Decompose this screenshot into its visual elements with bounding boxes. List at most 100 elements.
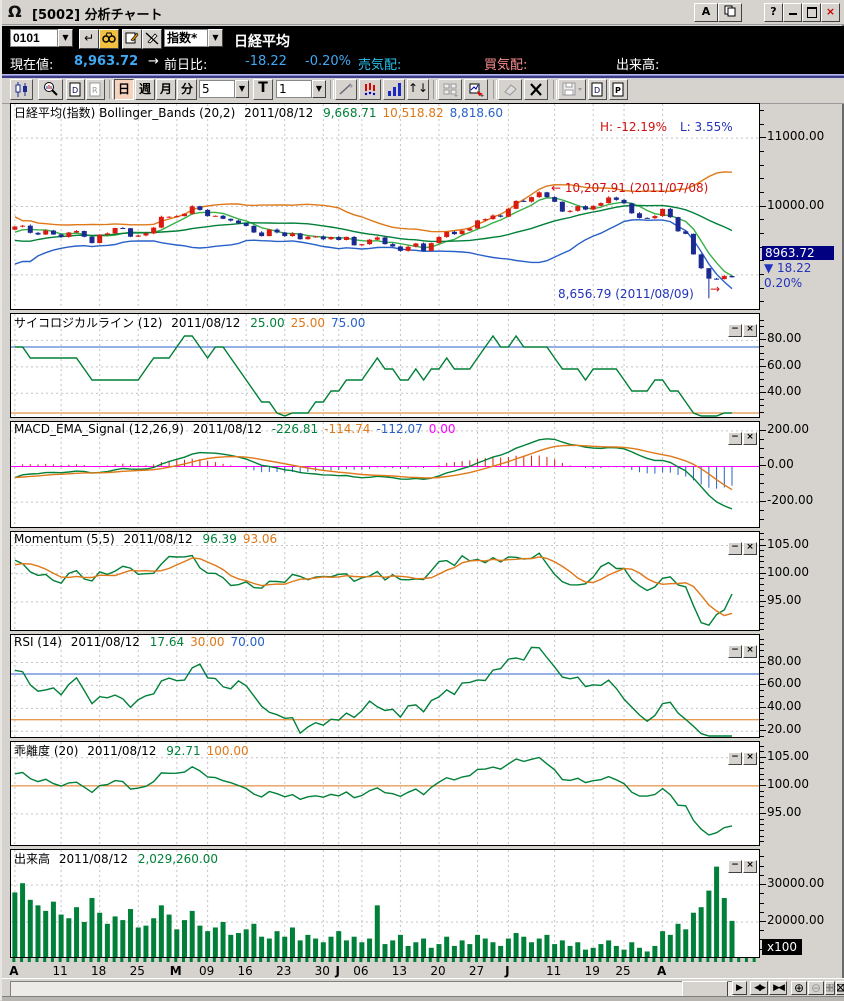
pane-plot-area[interactable] [11, 104, 759, 309]
save-button[interactable] [558, 79, 586, 100]
pane-momentum[interactable]: Momentum (5,5) 2011/08/12 96.39 93.06 − × [10, 531, 760, 631]
zoom-in-button[interactable]: ⊕ [791, 981, 807, 995]
scrollbar-thumb[interactable] [682, 981, 728, 997]
time-axis-label: 11 [546, 964, 562, 978]
trendline-button[interactable] [335, 79, 357, 100]
scroll-right-button[interactable]: ▶ [732, 981, 747, 995]
axis-minor-tick [760, 483, 764, 485]
pane-close-button[interactable]: × [743, 860, 757, 873]
delete-all-button[interactable] [524, 79, 548, 100]
pane-title: 出来高 [14, 852, 51, 866]
time-axis-label: A [9, 964, 19, 978]
red-bars-button[interactable] [359, 79, 381, 100]
pane-minimize-button[interactable]: − [728, 432, 742, 445]
pane-close-button[interactable]: × [743, 432, 757, 445]
period-minute-button[interactable]: 分 [177, 79, 197, 100]
pane-close-button[interactable]: × [743, 542, 757, 555]
zoom-out-button[interactable]: ⊖ [808, 981, 824, 995]
updown-button[interactable]: ↑↓ [407, 79, 429, 100]
pane-plot-area[interactable] [11, 742, 759, 845]
edit-button[interactable] [122, 29, 142, 49]
change-label: 前日比: [164, 58, 208, 73]
count-select[interactable]: 1 [276, 80, 312, 98]
pane-minimize-button[interactable]: − [728, 645, 742, 658]
expand-bars-button[interactable]: ◀▶ [750, 981, 768, 995]
pane-minimize-button[interactable]: − [728, 542, 742, 555]
help-button[interactable]: ? [764, 3, 783, 22]
candle-chart-button[interactable] [10, 79, 33, 100]
indicator-value: -114.74 [324, 422, 371, 436]
pane-close-button[interactable]: × [743, 645, 757, 658]
axis-minor-tick [760, 655, 764, 657]
axis-minor-tick [760, 191, 764, 193]
eraser-button[interactable] [498, 79, 522, 100]
axis-minor-tick [760, 612, 764, 614]
axis-minor-tick [760, 874, 764, 876]
svg-text:R: R [92, 86, 98, 95]
axis-label: 105.00 [767, 536, 809, 551]
category-select[interactable]: 指数* [164, 29, 208, 47]
draw-off-button[interactable] [142, 29, 162, 49]
page-copy-d-button[interactable]: D [588, 79, 607, 100]
symbol-dropdown-button[interactable]: ▼ [58, 29, 73, 47]
interval-dropdown-button[interactable]: ▼ [235, 80, 249, 98]
enter-button[interactable]: ↵ [79, 29, 99, 49]
close-panel-button[interactable] [836, 981, 844, 995]
pane-date: 2011/08/12 [70, 635, 140, 649]
search-button[interactable] [99, 29, 119, 49]
pane-plot-area[interactable] [11, 314, 759, 417]
pane-plot-area[interactable] [11, 422, 759, 527]
copy-window-button[interactable] [718, 3, 742, 22]
pane-close-button[interactable]: × [743, 752, 757, 765]
period-week-button[interactable]: 週 [135, 79, 155, 100]
pane-macd[interactable]: MACD_EMA_Signal (12,26,9) 2011/08/12 -22… [10, 421, 760, 528]
indicator-value: -112.07 [376, 422, 423, 436]
price-axis: 11000.00 10000.00 80.00 60.00 40.00 200.00 0.0… [760, 0, 844, 978]
axis-minor-tick [760, 178, 764, 180]
blue-bars-button[interactable] [383, 79, 405, 100]
toolbar: D R 日 週 月 分 5 ▼ T 1 ▼ ↑↓ D P [2, 78, 844, 104]
pane-plot-area[interactable] [11, 850, 759, 957]
axis-label: 100.00 [767, 776, 809, 791]
pane-psychological[interactable]: サイコロジカルライン (12) 2011/08/12 25.00 25.00 75.… [10, 313, 760, 418]
font-button[interactable]: A [694, 3, 718, 22]
grid-view-button[interactable] [825, 981, 835, 995]
scrollbar-track[interactable] [10, 981, 734, 997]
svg-text:P: P [615, 86, 621, 95]
pane-plot-area[interactable] [11, 532, 759, 630]
page-print-button[interactable]: P [609, 79, 628, 100]
pane-volume[interactable]: 出来高 2011/08/12 2,029,260.00 − × [10, 849, 760, 958]
grid-layout-button[interactable] [438, 79, 462, 100]
axis-minor-tick [760, 684, 764, 686]
pane-rsi[interactable]: RSI (14) 2011/08/12 17.64 30.00 70.00 − × [10, 634, 760, 738]
zoom-mode-button[interactable] [38, 79, 63, 100]
interval-select[interactable]: 5 [199, 80, 235, 98]
close-button[interactable]: × [821, 3, 840, 22]
new-page-r-button[interactable]: R [86, 79, 105, 100]
shrink-bars-button[interactable]: ▶◀ [769, 981, 787, 995]
maximize-button[interactable] [802, 3, 821, 22]
period-month-button[interactable]: 月 [156, 79, 176, 100]
axis-minor-tick [760, 205, 764, 207]
minimize-button[interactable] [783, 3, 802, 22]
chart-wizard-button[interactable] [464, 79, 488, 100]
axis-minor-tick [760, 339, 764, 341]
pane-minimize-button[interactable]: − [728, 324, 742, 337]
new-page-d-button[interactable]: D [66, 79, 85, 100]
category-dropdown-button[interactable]: ▼ [208, 29, 223, 47]
pane-main-chart[interactable]: 日経平均(指数) Bollinger_Bands (20,2) 2011/08/… [10, 103, 760, 310]
pane-kairi[interactable]: 乖離度 (20) 2011/08/12 92.71 100.00 − × [10, 741, 760, 846]
period-day-button[interactable]: 日 [114, 79, 134, 100]
pane-minimize-button[interactable]: − [728, 860, 742, 873]
pane-controls: − × [727, 852, 757, 873]
pane-plot-area[interactable] [11, 635, 759, 737]
pane-close-button[interactable]: × [743, 324, 757, 337]
pane-minimize-button[interactable]: − [728, 752, 742, 765]
pane-date: 2011/08/12 [192, 422, 262, 436]
axis-minor-tick [760, 567, 764, 569]
axis-label: 200.00 [767, 421, 809, 436]
symbol-code-input[interactable] [10, 29, 58, 47]
axis-minor-tick [760, 583, 764, 585]
count-dropdown-button[interactable]: ▼ [312, 80, 326, 98]
text-tool-button[interactable]: T [253, 79, 273, 100]
